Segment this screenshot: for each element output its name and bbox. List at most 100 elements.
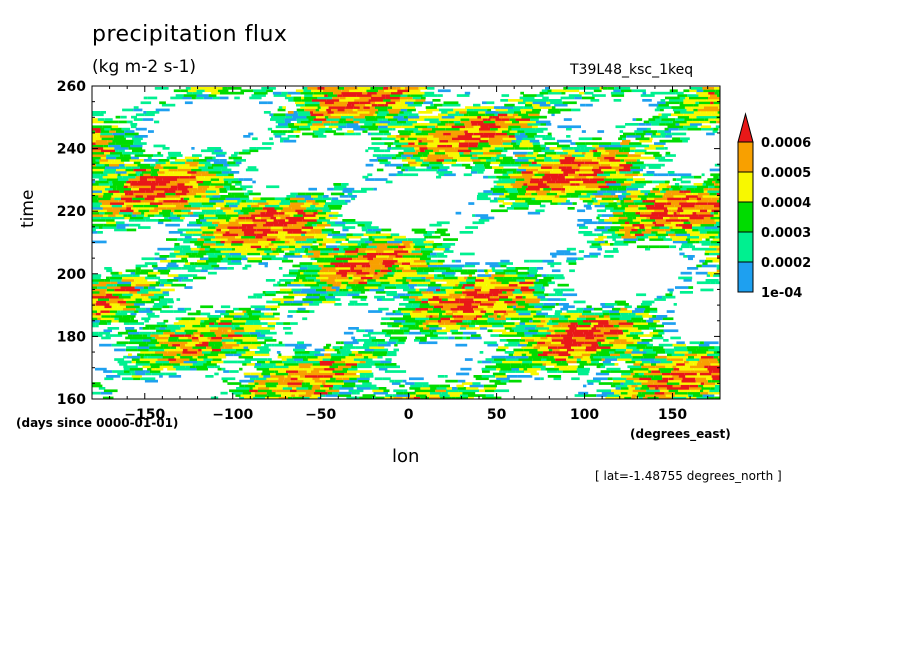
heatmap-cell bbox=[228, 334, 243, 337]
heatmap-cell bbox=[621, 372, 631, 376]
heatmap-cell bbox=[665, 365, 673, 369]
heatmap-cell bbox=[315, 233, 328, 237]
heatmap-cell bbox=[441, 391, 448, 395]
heatmap-cell bbox=[655, 185, 667, 189]
heatmap-cell bbox=[382, 259, 398, 263]
heatmap-cell bbox=[160, 163, 166, 167]
heatmap-cell bbox=[377, 127, 385, 131]
heatmap-cell bbox=[274, 207, 283, 210]
heatmap-cell bbox=[618, 334, 627, 337]
heatmap-cell bbox=[513, 307, 528, 311]
heatmap-cell bbox=[432, 245, 437, 249]
heatmap-cell bbox=[601, 197, 612, 201]
heatmap-cell bbox=[340, 283, 347, 287]
heatmap-cell bbox=[551, 255, 557, 258]
heatmap-cell bbox=[312, 293, 321, 297]
heatmap-cell bbox=[619, 394, 629, 397]
heatmap-cell bbox=[539, 187, 544, 191]
heatmap-cell bbox=[438, 173, 444, 177]
heatmap-cell bbox=[424, 389, 436, 393]
heatmap-cell bbox=[697, 192, 705, 196]
heatmap-cell bbox=[150, 111, 160, 114]
heatmap-cell bbox=[431, 329, 437, 333]
heatmap-cell bbox=[240, 341, 252, 345]
heatmap-cell bbox=[269, 113, 274, 117]
heatmap-cell bbox=[177, 187, 188, 191]
heatmap-cell bbox=[262, 231, 275, 234]
heatmap-cell bbox=[689, 115, 697, 119]
heatmap-cell bbox=[484, 389, 495, 393]
heatmap-cell bbox=[222, 343, 227, 347]
heatmap-cell bbox=[148, 271, 161, 275]
heatmap-cell bbox=[294, 238, 307, 241]
heatmap-cell bbox=[527, 185, 542, 189]
heatmap-cell bbox=[575, 171, 581, 174]
heatmap-cell bbox=[323, 113, 331, 117]
heatmap-cell bbox=[170, 329, 176, 333]
heatmap-cell bbox=[135, 372, 146, 376]
heatmap-cell bbox=[322, 197, 332, 201]
heatmap-cell bbox=[537, 331, 551, 335]
heatmap-cell bbox=[658, 331, 665, 335]
heatmap-cell bbox=[381, 283, 396, 287]
heatmap-cell bbox=[654, 156, 661, 160]
heatmap-cell bbox=[211, 180, 225, 184]
heatmap-cell bbox=[652, 214, 659, 217]
heatmap-cell bbox=[154, 276, 161, 280]
heatmap-cell bbox=[131, 360, 136, 364]
heatmap-cell bbox=[667, 353, 672, 357]
heatmap-cell bbox=[708, 358, 718, 361]
heatmap-cell bbox=[507, 303, 518, 306]
heatmap-cell bbox=[573, 355, 583, 359]
heatmap-cell bbox=[532, 175, 543, 179]
heatmap-cell bbox=[700, 355, 714, 359]
heatmap-cell bbox=[652, 180, 665, 184]
heatmap-cell bbox=[98, 281, 111, 285]
heatmap-cell bbox=[666, 310, 675, 313]
heatmap-cell bbox=[296, 118, 309, 121]
heatmap-cell bbox=[546, 363, 557, 366]
heatmap-cell bbox=[138, 343, 149, 347]
heatmap-cell bbox=[396, 269, 402, 273]
heatmap-cell bbox=[507, 370, 516, 373]
heatmap-cell bbox=[401, 168, 405, 172]
heatmap-cell bbox=[362, 353, 373, 357]
heatmap-cell bbox=[267, 358, 272, 361]
heatmap-cell bbox=[137, 353, 145, 357]
heatmap-cell bbox=[212, 221, 220, 225]
heatmap-cell bbox=[489, 123, 496, 126]
heatmap-cell bbox=[614, 156, 629, 160]
heatmap-cell bbox=[114, 147, 129, 150]
heatmap-cell bbox=[447, 298, 456, 301]
heatmap-cell bbox=[717, 255, 720, 258]
heatmap-cell bbox=[154, 199, 159, 203]
heatmap-cell bbox=[332, 375, 347, 378]
heatmap-cell bbox=[319, 377, 331, 381]
heatmap-cell bbox=[664, 209, 669, 213]
heatmap-cell bbox=[566, 127, 572, 131]
heatmap-cell bbox=[143, 154, 153, 157]
heatmap-cell bbox=[357, 370, 372, 373]
heatmap-cell bbox=[378, 233, 391, 237]
heatmap-cell bbox=[601, 214, 614, 217]
heatmap-cell bbox=[577, 322, 592, 325]
heatmap-cell bbox=[196, 192, 208, 196]
heatmap-cell bbox=[648, 195, 663, 198]
heatmap-cell bbox=[114, 317, 119, 321]
heatmap-cell bbox=[606, 235, 622, 239]
heatmap-cell bbox=[695, 202, 703, 205]
heatmap-cell bbox=[565, 190, 575, 193]
heatmap-cell bbox=[555, 291, 563, 294]
heatmap-cell bbox=[620, 375, 633, 378]
heatmap-cell bbox=[436, 175, 442, 179]
heatmap-cell bbox=[322, 372, 331, 376]
heatmap-cell bbox=[640, 363, 644, 366]
heatmap-cell bbox=[624, 233, 631, 237]
heatmap-cell bbox=[147, 315, 160, 318]
heatmap-cell bbox=[275, 391, 283, 395]
heatmap-cell bbox=[420, 274, 434, 277]
heatmap-cell bbox=[699, 375, 712, 378]
heatmap-cell bbox=[168, 358, 176, 361]
heatmap-cell bbox=[440, 317, 451, 321]
heatmap-cell bbox=[245, 219, 253, 222]
